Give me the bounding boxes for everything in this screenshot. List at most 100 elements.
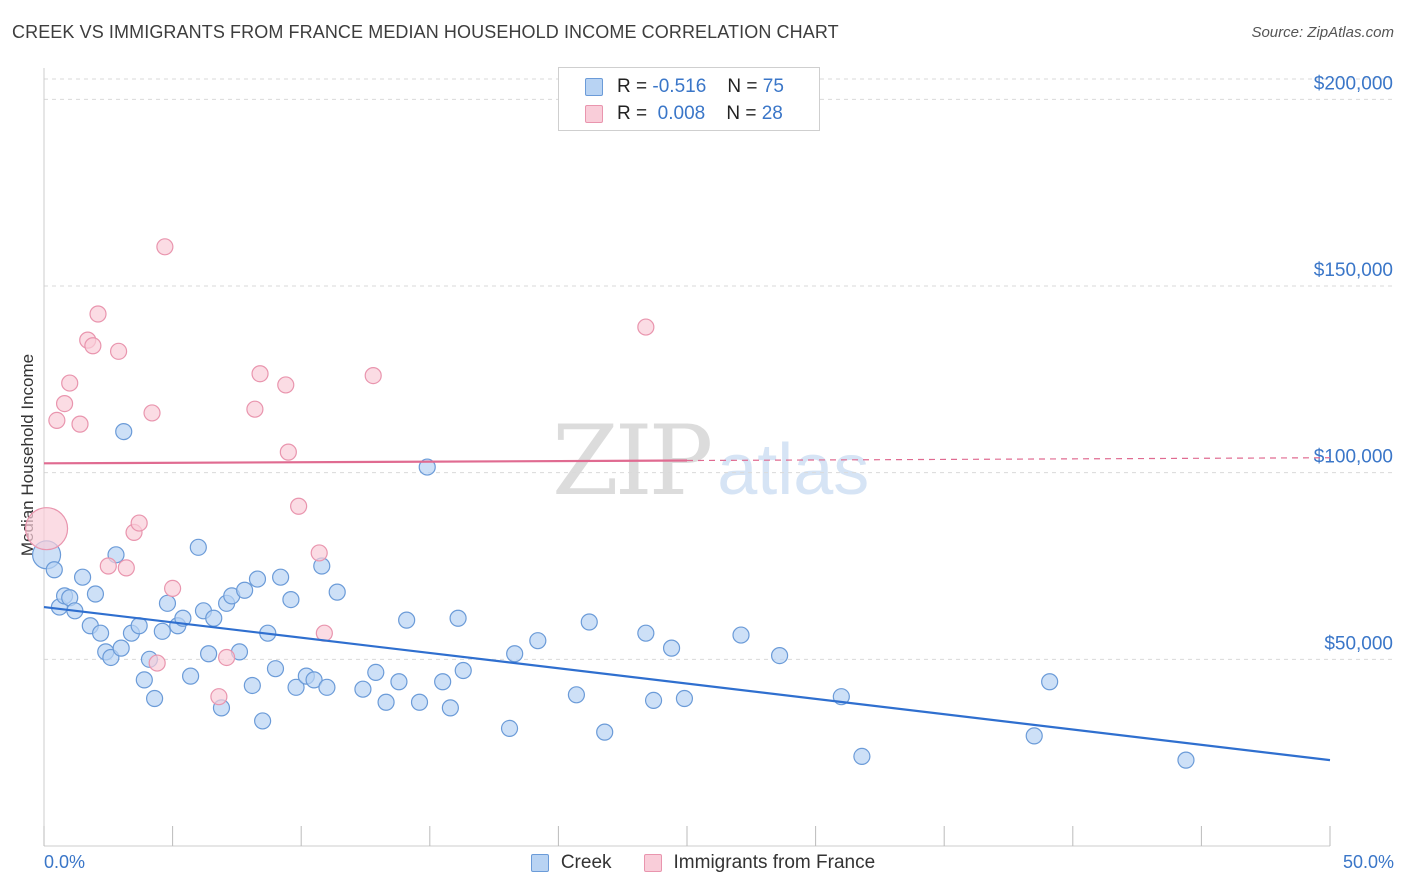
creek-point: [248, 570, 267, 588]
france-trend-line: [43, 459, 688, 465]
n-label: N =: [726, 103, 757, 124]
france-point: [246, 400, 264, 418]
france-point: [290, 497, 308, 515]
france-point: [84, 337, 102, 355]
creek-point: [86, 585, 105, 603]
creek-point: [205, 609, 223, 627]
creek-legend-swatch: [530, 854, 549, 872]
creek-point: [354, 680, 372, 698]
france-point: [117, 559, 135, 577]
france-point: [148, 654, 166, 672]
creek-point: [410, 693, 429, 711]
creek-point: [367, 663, 385, 682]
creek-point: [441, 699, 459, 717]
creek-point: [662, 639, 681, 657]
creek-point: [1025, 727, 1043, 745]
france-point: [89, 305, 107, 323]
creek-point: [243, 676, 261, 695]
creek-point: [398, 611, 416, 629]
france-point: [310, 544, 328, 562]
creek-point: [266, 660, 285, 678]
creek-point: [45, 561, 63, 579]
r-label: R =: [617, 103, 648, 124]
creek-point: [500, 719, 519, 738]
x-tick-label-max: 50.0%: [1342, 852, 1394, 872]
creek-point: [182, 667, 200, 685]
france-point: [164, 579, 182, 598]
creek-point: [454, 661, 472, 680]
chart-title: CREEK VS IMMIGRANTS FROM FRANCE MEDIAN H…: [12, 22, 839, 42]
france-point: [130, 514, 148, 532]
r-value: 0.008: [657, 103, 706, 124]
creek-trend-line: [43, 605, 1331, 762]
creek-point: [434, 673, 452, 691]
france-legend-swatch: [643, 854, 662, 872]
creek-point: [282, 590, 300, 609]
n-value: 28: [761, 103, 783, 124]
creek-point: [287, 678, 305, 696]
r-label: R =: [617, 76, 648, 97]
n-label: N =: [727, 76, 758, 97]
creek-point: [189, 538, 207, 556]
y-tick-label: $50,000: [1324, 633, 1393, 654]
legend-label-creek: Creek: [560, 852, 612, 873]
legend-label-france: Immigrants from France: [673, 852, 876, 873]
creek-point: [112, 639, 130, 657]
creek-point: [418, 458, 436, 476]
creek-point: [272, 568, 290, 586]
y-tick-label: $100,000: [1314, 447, 1393, 468]
legend-item-france: Immigrants from France: [643, 852, 876, 874]
creek-point: [1177, 751, 1195, 769]
creek-swatch: [585, 78, 603, 96]
creek-point: [449, 609, 467, 627]
creek-point: [135, 671, 153, 689]
creek-point: [254, 712, 272, 730]
creek-point: [91, 624, 110, 642]
france-point: [24, 507, 69, 551]
creek-point: [770, 646, 789, 665]
creek-point: [328, 583, 346, 601]
creek-point: [1041, 673, 1059, 691]
france-point: [251, 365, 269, 383]
france-point: [156, 238, 174, 256]
creek-point: [145, 689, 164, 708]
stats-legend: R = -0.516 N = 75 R = 0.008 N = 28: [558, 67, 820, 131]
r-value: -0.516: [652, 76, 707, 97]
france-point: [637, 318, 655, 336]
france-point: [109, 342, 128, 360]
france-point: [364, 367, 382, 385]
creek-point: [637, 624, 655, 642]
creek-point: [390, 673, 408, 691]
creek-point: [318, 678, 336, 696]
stats-row-creek: R = -0.516 N = 75: [585, 74, 784, 100]
creek-point: [567, 686, 586, 704]
creek-point: [732, 626, 750, 644]
france-swatch: [585, 105, 603, 123]
france-point: [55, 395, 74, 413]
creek-point: [529, 632, 547, 650]
france-point: [210, 688, 228, 706]
source-label: Source: ZipAtlas.com: [1251, 24, 1394, 41]
creek-point: [644, 691, 663, 710]
n-value: 75: [762, 76, 784, 97]
creek-point: [153, 622, 171, 640]
france-point: [143, 404, 161, 422]
creek-point: [158, 594, 177, 612]
creek-point: [675, 689, 694, 708]
creek-point: [853, 747, 871, 766]
creek-point: [377, 693, 395, 711]
france-point: [71, 415, 89, 433]
legend-item-creek: Creek: [530, 852, 612, 874]
creek-point: [305, 671, 323, 689]
france-point: [99, 557, 117, 575]
france-point: [61, 374, 79, 392]
creek-point: [580, 613, 598, 631]
series-legend: Creek Immigrants from France: [0, 852, 1406, 874]
france-point: [277, 376, 295, 394]
france-point: [279, 443, 297, 461]
creek-point: [73, 568, 92, 586]
creek-point: [596, 723, 614, 741]
y-tick-label: $200,000: [1314, 73, 1393, 94]
y-tick-label: $150,000: [1314, 260, 1393, 281]
stats-row-france: R = 0.008 N = 28: [585, 101, 783, 127]
